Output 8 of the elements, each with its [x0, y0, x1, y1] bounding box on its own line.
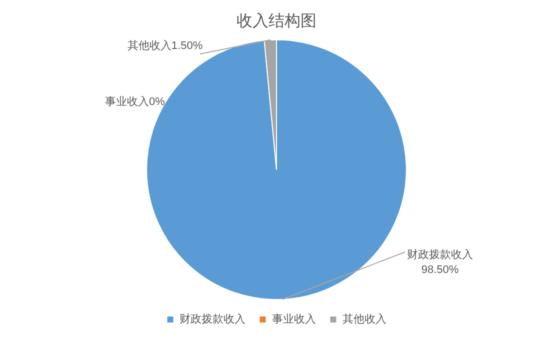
category-label: 事业收入0%: [105, 96, 165, 108]
data-label: 98.50%: [421, 264, 459, 276]
legend-label: 其他收入: [342, 312, 386, 326]
category-label: 其他收入1.50%: [127, 40, 203, 52]
slice-label: 财政拨款收入: [407, 248, 473, 262]
chart-title: 收入结构图: [236, 12, 316, 30]
legend-label: 事业收入: [272, 312, 316, 326]
legend-label: 财政拨款收入: [179, 312, 246, 326]
